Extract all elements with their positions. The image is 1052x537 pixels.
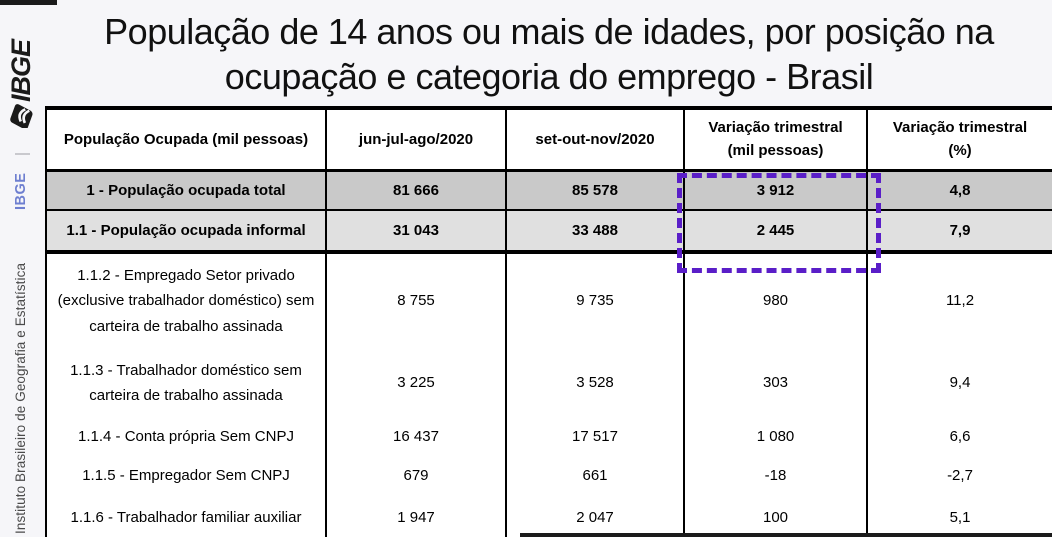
cell-value: 31 043	[325, 210, 507, 254]
population-table: População Ocupada (mil pessoas) jun-jul-…	[45, 106, 1052, 537]
table-row-total: 1 - População ocupada total 81 666 85 57…	[45, 170, 1052, 211]
row-label: 1.1.6 - Trabalhador familiar auxiliar	[45, 496, 327, 537]
cell-value: 8 755	[325, 252, 507, 348]
cell-value: 303	[683, 348, 868, 418]
bottom-crop-bar	[520, 533, 1052, 537]
cell-value: 679	[325, 456, 507, 496]
sidebar-divider	[15, 153, 30, 155]
cell-value: -18	[683, 456, 868, 496]
cell-value: 7,9	[866, 210, 1052, 254]
cell-value: -2,7	[866, 456, 1052, 496]
cell-value: 81 666	[325, 170, 507, 211]
cell-value: 11,2	[866, 252, 1052, 348]
ibge-logo-icon	[10, 104, 33, 128]
col-header-q2: set-out-nov/2020	[505, 108, 685, 172]
top-left-crop-bar	[0, 0, 57, 5]
cell-value: 2 445	[683, 210, 868, 254]
cell-value: 3 225	[325, 348, 507, 418]
cell-value: 5,1	[866, 496, 1052, 537]
col-header-var-abs: Variação trimestral (mil pessoas)	[683, 108, 868, 172]
table-row: 1.1.2 - Empregado Setor privado (exclusi…	[45, 252, 1052, 348]
ibge-logo: IBGE	[6, 39, 36, 102]
cell-value: 1 947	[325, 496, 507, 537]
row-label: 1.1.5 - Empregador Sem CNPJ	[45, 456, 327, 496]
table-row-informal: 1.1 - População ocupada informal 31 043 …	[45, 210, 1052, 254]
col-header-population: População Ocupada (mil pessoas)	[45, 108, 327, 172]
cell-value: 85 578	[505, 170, 685, 211]
row-label: 1.1.2 - Empregado Setor privado (exclusi…	[45, 252, 327, 348]
row-label: 1.1.4 - Conta própria Sem CNPJ	[45, 418, 327, 456]
col-header-var-pct-line2: (%)	[948, 142, 972, 160]
cell-value: 661	[505, 456, 685, 496]
cell-value: 6,6	[866, 418, 1052, 456]
row-label: 1 - População ocupada total	[45, 170, 327, 211]
table-row: 1.1.6 - Trabalhador familiar auxiliar 1 …	[45, 496, 1052, 537]
cell-value: 100	[683, 496, 868, 537]
cell-value: 3 912	[683, 170, 868, 211]
page-title: População de 14 anos ou mais de idades, …	[46, 9, 1052, 99]
table-row: 1.1.3 - Trabalhador doméstico sem cartei…	[45, 348, 1052, 418]
header-row: População Ocupada (mil pessoas) jun-jul-…	[45, 108, 1052, 172]
row-label: 1.1 - População ocupada informal	[45, 210, 327, 254]
cell-value: 9 735	[505, 252, 685, 348]
col-header-var-abs-line1: Variação trimestral	[708, 119, 843, 136]
cell-value: 16 437	[325, 418, 507, 456]
sidebar-institute-name: Instituto Brasileiro de Geografia e Esta…	[13, 262, 28, 534]
cell-value: 17 517	[505, 418, 685, 456]
col-header-var-abs-line2: (mil pessoas)	[727, 142, 824, 160]
cell-value: 3 528	[505, 348, 685, 418]
row-label: 1.1.3 - Trabalhador doméstico sem cartei…	[45, 348, 327, 418]
cell-value: 980	[683, 252, 868, 348]
page-title-line1: População de 14 anos ou mais de idades, …	[104, 11, 994, 52]
cell-value: 33 488	[505, 210, 685, 254]
col-header-var-pct: Variação trimestral (%)	[866, 108, 1052, 172]
table-row: 1.1.4 - Conta própria Sem CNPJ 16 437 17…	[45, 418, 1052, 456]
cell-value: 2 047	[505, 496, 685, 537]
table-row: 1.1.5 - Empregador Sem CNPJ 679 661 -18 …	[45, 456, 1052, 496]
cell-value: 1 080	[683, 418, 868, 456]
page-title-line2: ocupação e categoria do emprego - Brasil	[224, 56, 874, 97]
col-header-q1: jun-jul-ago/2020	[325, 108, 507, 172]
cell-value: 9,4	[866, 348, 1052, 418]
sidebar: IBGE IBGE Instituto Brasileiro de Geogra…	[0, 0, 45, 537]
sidebar-brand-ibge: IBGE	[13, 172, 29, 210]
cell-value: 4,8	[866, 170, 1052, 211]
col-header-var-pct-line1: Variação trimestral	[892, 119, 1028, 136]
